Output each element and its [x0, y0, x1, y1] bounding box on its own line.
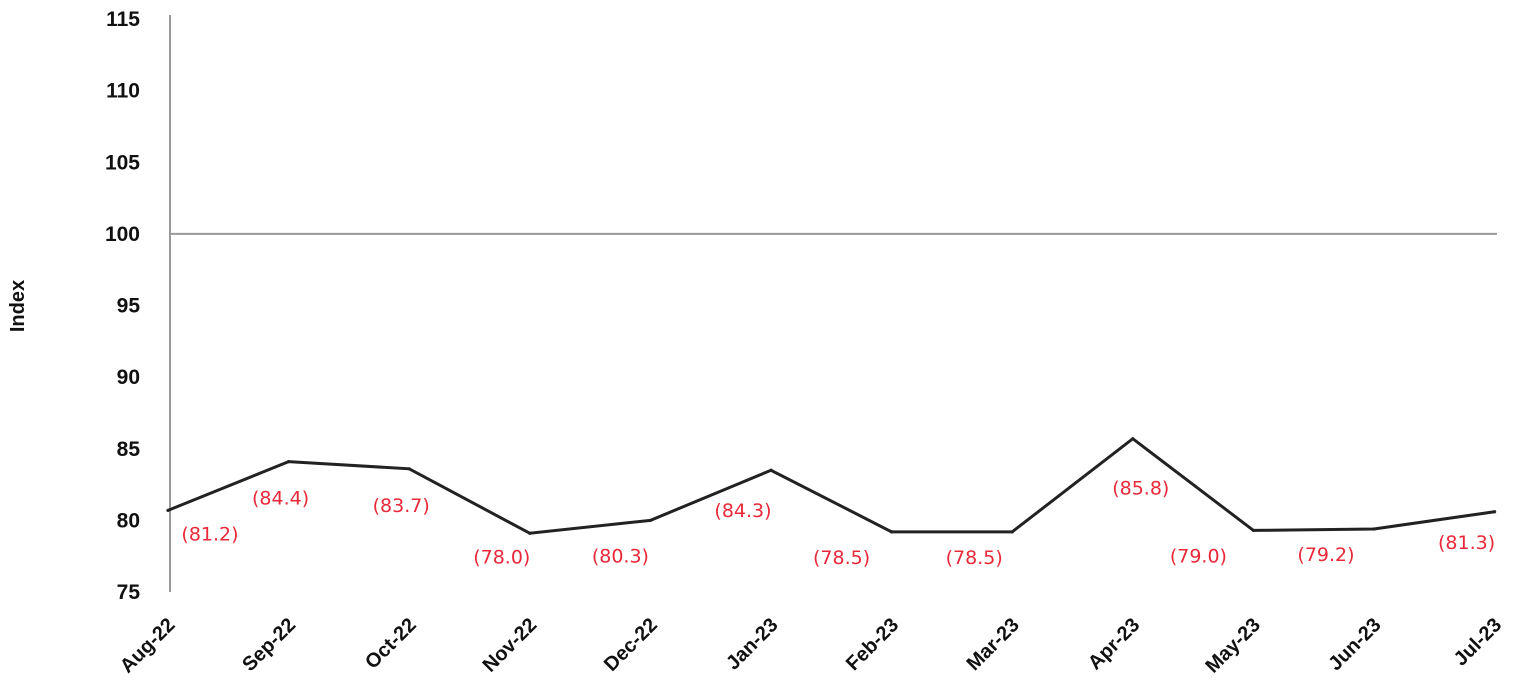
y-tick-label: 75 — [117, 581, 141, 604]
y-tick-label: 115 — [106, 8, 140, 31]
x-tick-label: Jul-23 — [1450, 614, 1506, 670]
series-group — [166, 436, 1497, 535]
y-tick-label: 105 — [105, 151, 140, 174]
data-point — [769, 468, 773, 472]
data-point — [1131, 437, 1135, 441]
x-tick-label: Jan-23 — [722, 614, 782, 674]
y-tick-label: 110 — [106, 80, 140, 103]
series-line — [167, 436, 1495, 535]
y-axis-label: Index — [7, 280, 29, 332]
x-tick-label: Aug-22 — [116, 614, 179, 677]
data-label: (78.5) — [813, 547, 870, 569]
data-point — [287, 460, 291, 464]
x-tick-label: Sep-22 — [238, 614, 300, 676]
x-tick-label: Oct-22 — [361, 614, 421, 674]
data-point — [1493, 510, 1497, 514]
y-tick-label: 90 — [117, 366, 140, 389]
data-label: (79.2) — [1297, 544, 1354, 566]
y-tick-label: 80 — [117, 509, 140, 532]
data-label: (84.3) — [714, 500, 771, 522]
x-tick-label: Dec-22 — [600, 614, 662, 676]
data-point — [1010, 530, 1014, 534]
data-point — [890, 530, 894, 534]
data-labels-group: (81.2) (84.4) (83.7) (78.0) (80.3) (84.3) (78.… — [181, 478, 1495, 569]
y-tick-label: 95 — [117, 295, 141, 318]
data-label: (81.2) — [181, 523, 238, 545]
data-label: (85.8) — [1112, 478, 1169, 500]
x-tick-label: Jun-23 — [1324, 614, 1385, 675]
x-tick-label: Mar-23 — [963, 614, 1024, 675]
y-tick-label: 85 — [117, 438, 141, 461]
axes: 75 80 85 90 95 100 105 110 115 Aug-22 Sep-22 Oct-22… — [105, 8, 1506, 677]
data-point — [648, 518, 653, 522]
data-label: (78.0) — [473, 546, 530, 568]
data-label: (81.3) — [1438, 532, 1495, 554]
x-tick-label: May-23 — [1201, 614, 1265, 678]
x-tick-label: Feb-23 — [842, 614, 903, 675]
data-label: (80.3) — [592, 545, 649, 567]
data-point — [1251, 528, 1255, 533]
x-tick-label: Apr-23 — [1084, 614, 1144, 674]
data-point — [1372, 527, 1376, 531]
data-point — [407, 467, 411, 471]
y-tick-label: 100 — [105, 223, 140, 246]
data-label: (78.5) — [946, 547, 1003, 569]
x-tick-label: Nov-22 — [479, 614, 542, 677]
data-point — [528, 531, 532, 535]
data-label: (83.7) — [373, 495, 430, 517]
data-label: (79.0) — [1170, 545, 1227, 567]
data-label: (84.4) — [252, 488, 309, 510]
data-point — [166, 508, 170, 512]
